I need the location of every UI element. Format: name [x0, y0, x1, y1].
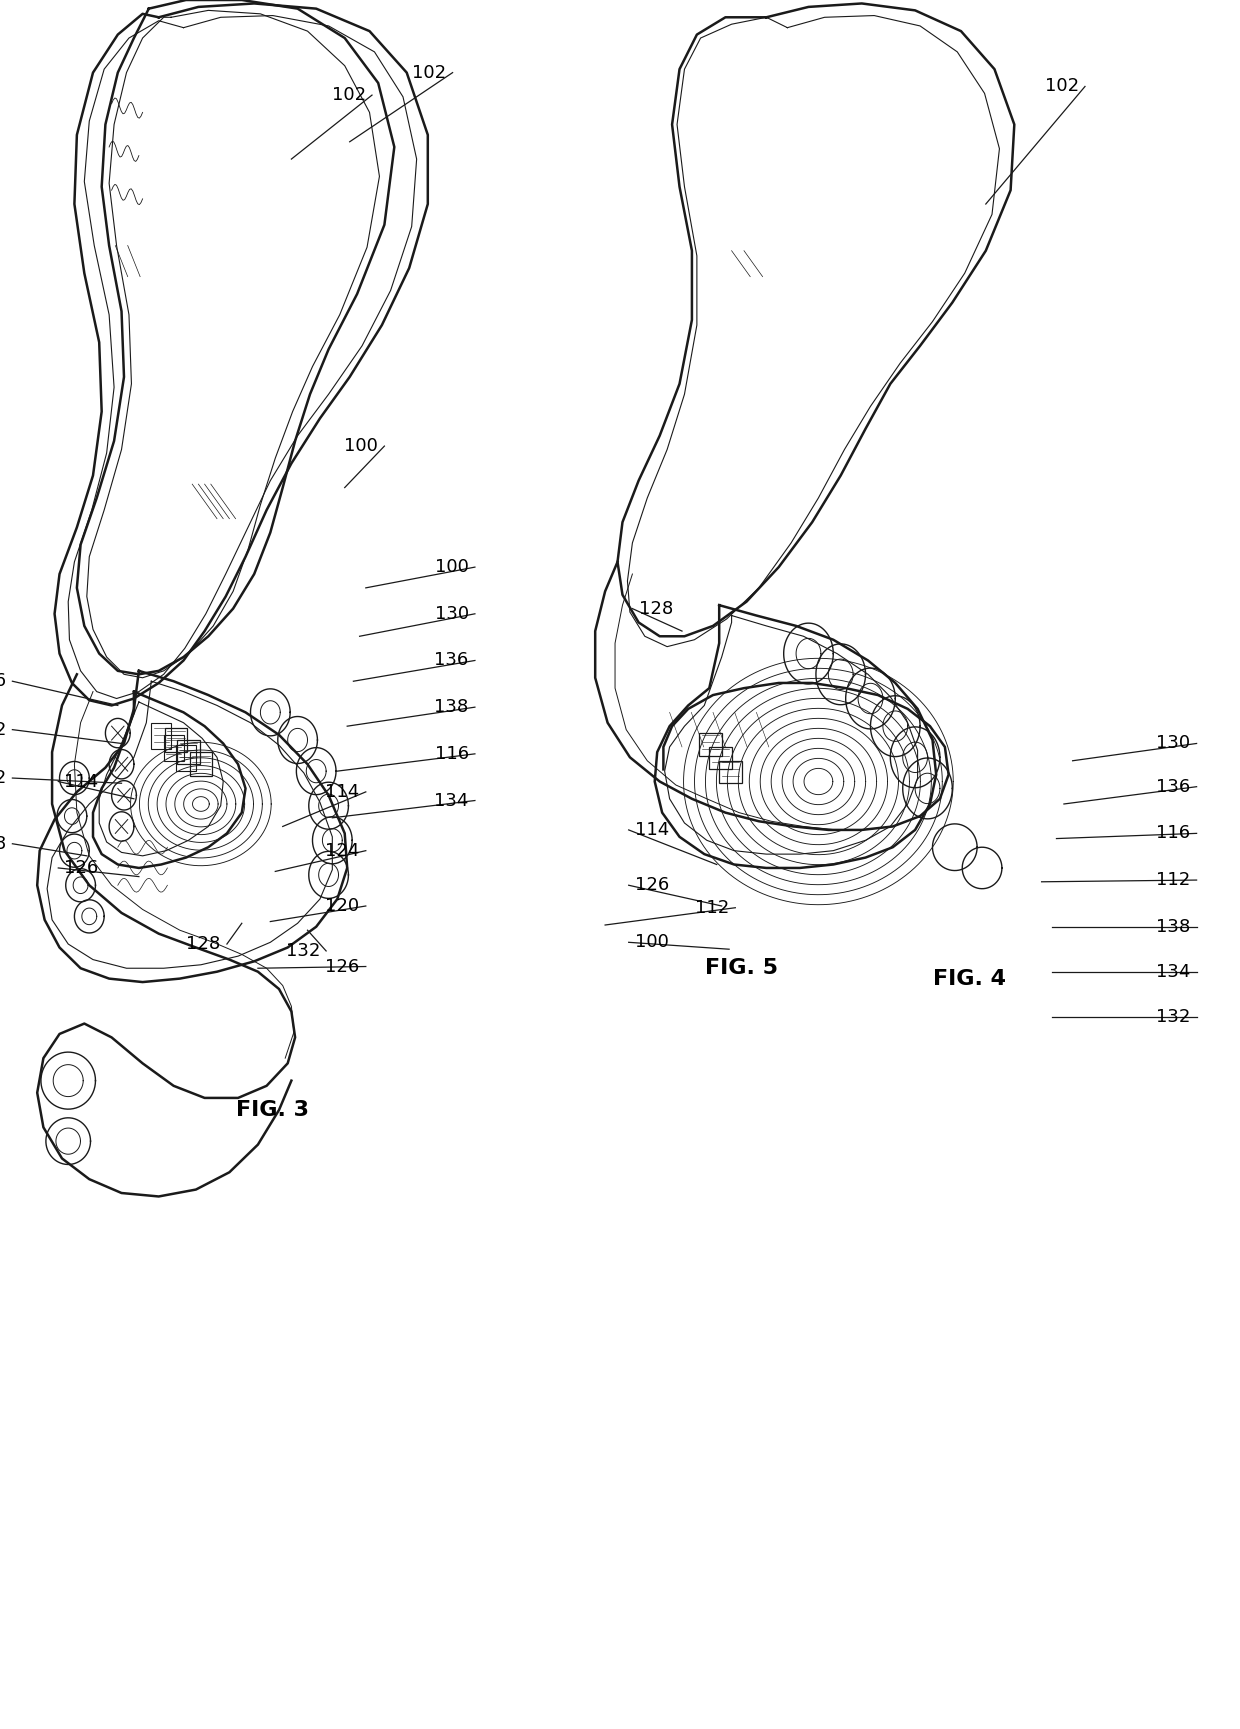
- Text: 116: 116: [0, 673, 6, 690]
- Text: 100: 100: [345, 437, 378, 455]
- Text: 130: 130: [1156, 735, 1190, 752]
- Text: 136: 136: [1156, 778, 1190, 795]
- Text: 126: 126: [64, 859, 99, 877]
- Text: 122: 122: [0, 721, 6, 738]
- Text: 132: 132: [1156, 1008, 1190, 1025]
- Bar: [699, 733, 722, 756]
- Text: 138: 138: [434, 699, 469, 716]
- Text: 114: 114: [64, 773, 99, 790]
- Text: FIG. 5: FIG. 5: [706, 958, 777, 979]
- Text: 100: 100: [635, 934, 668, 951]
- Text: 112: 112: [1156, 871, 1190, 889]
- Text: 130: 130: [434, 605, 469, 622]
- Text: 112: 112: [694, 899, 729, 916]
- Text: 114: 114: [325, 783, 360, 801]
- Text: 124: 124: [325, 842, 360, 859]
- Text: 102: 102: [331, 86, 366, 104]
- Text: FIG. 4: FIG. 4: [934, 968, 1006, 989]
- Bar: [165, 728, 187, 752]
- Bar: [719, 761, 742, 783]
- Bar: [176, 745, 196, 771]
- Text: 138: 138: [1156, 918, 1190, 935]
- Text: FIG. 3: FIG. 3: [237, 1100, 309, 1120]
- Bar: [151, 723, 171, 749]
- Text: 134: 134: [1156, 963, 1190, 980]
- Bar: [190, 752, 212, 776]
- Bar: [177, 740, 200, 764]
- Text: 128: 128: [186, 935, 221, 953]
- Text: 132: 132: [285, 942, 320, 960]
- Bar: [709, 747, 732, 769]
- Text: 112: 112: [0, 769, 6, 787]
- Text: 116: 116: [434, 745, 469, 762]
- Text: 120: 120: [325, 897, 360, 915]
- Text: 102: 102: [412, 64, 446, 81]
- Text: 116: 116: [1156, 825, 1190, 842]
- Text: 128: 128: [639, 600, 673, 617]
- Text: 136: 136: [434, 652, 469, 669]
- Text: 100: 100: [435, 558, 469, 576]
- Text: 102: 102: [1044, 78, 1079, 95]
- Text: 134: 134: [434, 792, 469, 809]
- Bar: [164, 735, 184, 761]
- Text: 126: 126: [325, 958, 360, 975]
- Text: 118: 118: [0, 835, 6, 852]
- Text: 114: 114: [635, 821, 670, 839]
- Text: 126: 126: [635, 877, 670, 894]
